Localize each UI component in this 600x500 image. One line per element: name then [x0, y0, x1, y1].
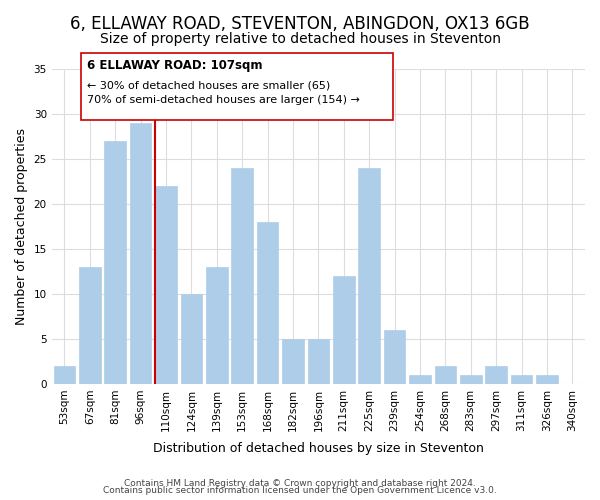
Bar	[333, 276, 355, 384]
Bar	[155, 186, 177, 384]
Bar	[104, 141, 126, 384]
Bar	[53, 366, 75, 384]
Bar	[358, 168, 380, 384]
Text: Contains HM Land Registry data © Crown copyright and database right 2024.: Contains HM Land Registry data © Crown c…	[124, 478, 476, 488]
Text: 6, ELLAWAY ROAD, STEVENTON, ABINGDON, OX13 6GB: 6, ELLAWAY ROAD, STEVENTON, ABINGDON, OX…	[70, 15, 530, 33]
Bar	[460, 375, 482, 384]
Text: Size of property relative to detached houses in Steventon: Size of property relative to detached ho…	[100, 32, 500, 46]
Bar	[434, 366, 456, 384]
Y-axis label: Number of detached properties: Number of detached properties	[15, 128, 28, 325]
Bar	[130, 123, 151, 384]
X-axis label: Distribution of detached houses by size in Steventon: Distribution of detached houses by size …	[153, 442, 484, 455]
Bar	[181, 294, 202, 384]
Text: Contains public sector information licensed under the Open Government Licence v3: Contains public sector information licen…	[103, 486, 497, 495]
Text: 70% of semi-detached houses are larger (154) →: 70% of semi-detached houses are larger (…	[87, 95, 360, 105]
Bar	[409, 375, 431, 384]
Bar	[282, 339, 304, 384]
Bar	[206, 267, 227, 384]
Bar	[536, 375, 557, 384]
Bar	[257, 222, 278, 384]
Bar	[308, 339, 329, 384]
Text: ← 30% of detached houses are smaller (65): ← 30% of detached houses are smaller (65…	[87, 80, 330, 90]
Bar	[232, 168, 253, 384]
Bar	[485, 366, 507, 384]
Bar	[79, 267, 101, 384]
Bar	[511, 375, 532, 384]
Bar	[384, 330, 406, 384]
Text: 6 ELLAWAY ROAD: 107sqm: 6 ELLAWAY ROAD: 107sqm	[87, 58, 263, 71]
